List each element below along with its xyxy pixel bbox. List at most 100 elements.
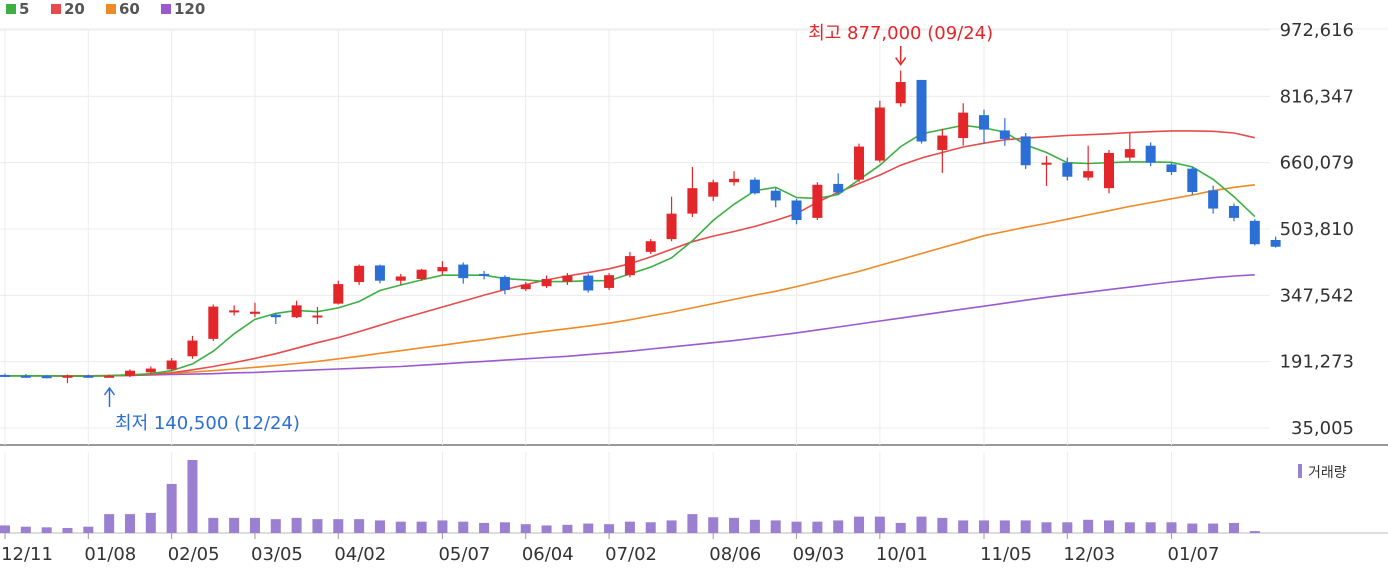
candle-body [499,276,510,291]
candle-body [41,376,52,379]
candle [687,166,698,218]
candle-body [833,183,844,193]
candle-body [1208,190,1219,209]
candle [291,300,302,319]
x-tick-label: 08/06 [709,544,761,565]
volume-bar [562,524,573,533]
candle [812,182,823,221]
volume-bar [812,521,823,533]
candle-body [979,115,990,130]
candle [874,100,885,163]
volume-bar [770,520,781,533]
x-tick-label: 09/03 [793,544,845,565]
y-axis-ticks: 972,616 816,347 660,079 503,810 347,542 191,2… [1280,20,1354,439]
candle [562,273,573,285]
candle-body [937,135,948,150]
x-tick-label: 03/05 [251,544,303,565]
volume-bar [958,520,969,533]
candle-body [333,284,344,304]
candle-body [666,213,677,240]
volume-bar [291,517,302,533]
volume-bar [687,514,698,533]
candle [1041,155,1052,187]
volume-bar [1103,520,1114,533]
x-tick-label: 02/05 [168,544,220,565]
volume-bar [791,521,802,533]
candle-body [145,368,156,373]
low-label: 최저 140,500 (12/24) [115,413,300,434]
candle-body [874,107,885,161]
volume-bar [979,520,990,533]
candle-body [1124,149,1135,158]
candle [833,173,844,195]
candles [0,70,1281,384]
legend-swatch [6,4,16,14]
candle-body [624,256,635,276]
x-tick-label: 01/07 [1168,544,1220,565]
candle [229,305,240,316]
candle-body [541,279,552,287]
candle [354,264,365,285]
volume-bar [666,520,677,533]
candle [312,307,323,325]
y-tick-label: 972,616 [1280,20,1354,41]
candle-body [166,360,177,370]
legend: 5 20 60 120 [6,0,205,18]
volume-bar [187,460,198,533]
volume-bar [749,519,760,533]
candle [708,179,719,201]
candle [1187,166,1198,195]
volume-bar [479,522,490,533]
volume-bar [645,522,656,533]
high-arrow-head [895,57,907,66]
ma120-line [5,274,1255,377]
candle [979,109,990,144]
high-label: 최고 877,000 (09/24) [808,23,993,44]
volume-legend: 거래량 [1298,464,1347,481]
candle-body [958,112,969,139]
candle-body [395,276,406,281]
legend-item: 120 [161,0,205,18]
candle-body [999,130,1010,139]
legend-label: 60 [119,0,140,18]
volume-bar [916,516,927,533]
candle-body [187,340,198,357]
volume-bar [1208,523,1219,533]
volume-bar [416,521,427,533]
candle [499,275,510,295]
volume-bar [437,520,448,533]
candle [520,281,531,291]
candle-body [1166,164,1177,173]
volume-bar [458,521,469,533]
legend-swatch [106,4,116,14]
candle-body [583,275,594,291]
candle [208,304,219,341]
candle-body [1062,162,1073,177]
volume-bar [62,527,73,533]
candle [124,369,135,378]
candle [374,264,385,284]
x-tick-label: 10/01 [876,544,928,565]
volume-bar [729,517,740,533]
x-tick-label: 01/08 [84,544,136,565]
legend-item: 5 [6,0,29,18]
candle [1166,162,1177,176]
x-tick-label: 06/04 [522,544,574,565]
candle-body [374,265,385,281]
candle-body [770,190,781,201]
volume-bar [1124,522,1135,533]
candle [458,262,469,284]
candle [645,239,656,254]
volume-bar [1062,522,1073,533]
candle-body [62,375,73,378]
candle [958,103,969,146]
candle-body [229,310,240,313]
candle [624,251,635,278]
candle-body [1249,220,1260,245]
candle-body [20,375,31,378]
candle [1083,145,1094,181]
candle [1270,236,1281,248]
candle [1145,142,1156,167]
candle [1103,149,1114,194]
